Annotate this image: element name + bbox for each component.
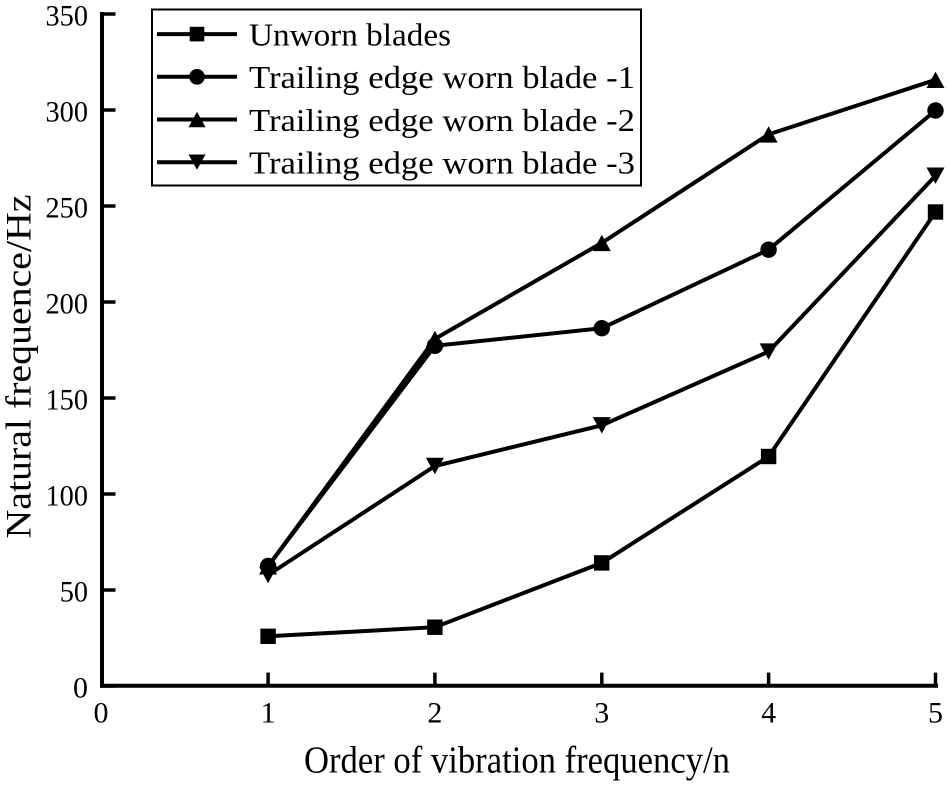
svg-text:Natural frequence/Hz: Natural frequence/Hz: [0, 195, 39, 539]
svg-text:200: 200: [46, 288, 89, 321]
svg-text:300: 300: [46, 96, 89, 129]
svg-text:50: 50: [60, 576, 88, 609]
svg-text:250: 250: [46, 192, 89, 225]
svg-text:350: 350: [46, 0, 89, 33]
svg-text:Order of vibration frequency/n: Order of vibration frequency/n: [304, 740, 730, 782]
svg-text:5: 5: [928, 696, 943, 729]
svg-text:4: 4: [761, 696, 776, 729]
svg-text:150: 150: [46, 384, 89, 417]
svg-text:3: 3: [594, 696, 609, 729]
svg-text:2: 2: [427, 696, 442, 729]
svg-text:Trailing edge worn blade -1: Trailing edge worn blade -1: [249, 60, 635, 95]
svg-text:Trailing edge worn blade -2: Trailing edge worn blade -2: [249, 103, 635, 138]
svg-text:1: 1: [261, 696, 276, 729]
svg-text:0: 0: [94, 696, 109, 729]
svg-text:0: 0: [73, 672, 88, 705]
svg-text:100: 100: [46, 480, 89, 513]
svg-text:Trailing edge worn blade -3: Trailing edge worn blade -3: [249, 146, 635, 181]
svg-text:Unworn blades: Unworn blades: [249, 17, 451, 52]
